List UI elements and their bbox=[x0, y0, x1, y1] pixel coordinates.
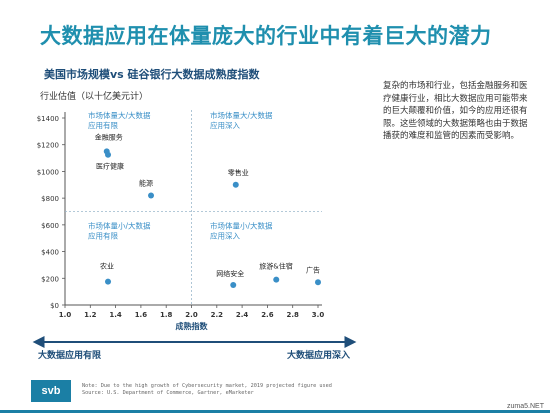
x-tick-label: 1.6 bbox=[135, 311, 148, 319]
data-point bbox=[273, 276, 280, 283]
x-tick-label: 2.8 bbox=[286, 311, 299, 319]
side-note: 复杂的市场和行业，包括金融服务和医疗健康行业，相比大数据应用可能带来的巨大颠覆和… bbox=[383, 81, 528, 141]
quadrant-label: 市场体量小/大数据应用有限 bbox=[88, 221, 151, 241]
data-point-label: 医疗健康 bbox=[96, 162, 124, 171]
chart-title: 美国市场规模vs 硅谷银行大数据成熟度指数 bbox=[44, 68, 260, 81]
x-tick-label: 1.2 bbox=[84, 311, 97, 319]
footer-note-line1: Note: Due to the high growth of Cybersec… bbox=[82, 383, 332, 389]
data-point-label: 农业 bbox=[100, 262, 114, 271]
data-point bbox=[230, 281, 237, 288]
data-point-label: 能源 bbox=[139, 178, 153, 187]
y-tick-label: $1000 bbox=[37, 168, 59, 176]
data-point bbox=[105, 278, 112, 285]
x-tick-label: 3.0 bbox=[312, 311, 325, 319]
footer-note-line2: Source: U.S. Department of Commerce, Gar… bbox=[82, 390, 254, 396]
svb-logo: svb bbox=[31, 380, 71, 402]
x-tick-label: 2.4 bbox=[236, 311, 249, 319]
data-point-label: 旅游&住宿 bbox=[259, 262, 292, 271]
y-tick-label: $1200 bbox=[37, 142, 59, 150]
arrow-left-label: 大数据应用有限 bbox=[38, 349, 102, 361]
data-point-label: 零售业 bbox=[228, 168, 249, 177]
data-point-label: 金融服务 bbox=[95, 132, 123, 141]
data-point bbox=[315, 279, 321, 286]
arrow-right-label: 大数据应用深入 bbox=[287, 349, 350, 361]
data-point bbox=[105, 151, 112, 158]
slide-title: 大数据应用在体量庞大的行业中有着巨大的潜力 bbox=[40, 24, 492, 48]
x-axis-label: 成熟指数 bbox=[176, 321, 209, 331]
quadrant-label: 市场体量小/大数据应用深入 bbox=[210, 221, 273, 241]
data-point-label: 网络安全 bbox=[216, 269, 244, 278]
y-axis-label: 行业估值（以十亿美元计） bbox=[40, 92, 149, 102]
quadrant-label: 市场体量大/大数据应用有限 bbox=[88, 110, 151, 130]
data-point bbox=[148, 192, 155, 199]
x-tick-label: 1.0 bbox=[59, 311, 72, 319]
y-tick-label: $400 bbox=[41, 249, 59, 257]
bottom-bar bbox=[0, 410, 550, 413]
x-tick-label: 2.2 bbox=[211, 311, 224, 319]
quadrant-label: 市场体量大/大数据应用深入 bbox=[210, 110, 273, 130]
y-tick-label: $800 bbox=[41, 195, 59, 203]
x-tick-label: 2.6 bbox=[261, 311, 274, 319]
x-tick-label: 2.0 bbox=[185, 311, 198, 319]
footer-note: Note: Due to the high growth of Cybersec… bbox=[82, 383, 332, 397]
x-tick-label: 1.8 bbox=[160, 311, 173, 319]
y-tick-label: $0 bbox=[50, 302, 59, 310]
y-tick-label: $600 bbox=[41, 222, 59, 230]
data-point bbox=[232, 181, 239, 188]
y-tick-label: $200 bbox=[41, 275, 59, 283]
data-point-label: 广告 bbox=[306, 265, 320, 274]
y-tick-label: $1400 bbox=[37, 115, 59, 123]
watermark: zuma5.NET bbox=[507, 403, 544, 410]
x-tick-label: 1.4 bbox=[109, 311, 122, 319]
